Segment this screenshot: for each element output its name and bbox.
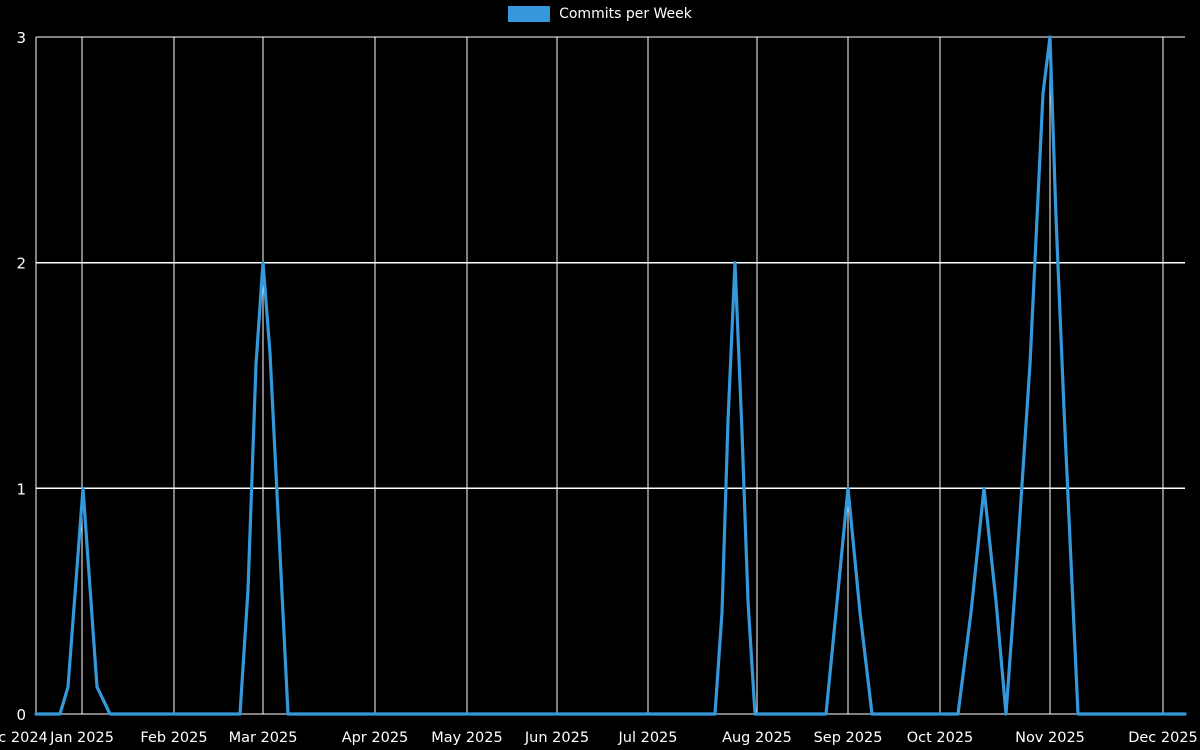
x-tick-label: Oct 2025: [907, 730, 974, 746]
x-tick-label: Jun 2025: [524, 730, 589, 746]
x-tick-label: Mar 2025: [229, 730, 298, 746]
y-tick-label: 0: [16, 706, 26, 724]
x-tick-label: Dec 2025: [1128, 730, 1198, 746]
x-tick-label: Aug 2025: [722, 730, 792, 746]
x-tick-label: Apr 2025: [342, 730, 409, 746]
y-tick-label: 3: [16, 29, 26, 47]
x-gridlines: [35, 37, 1164, 714]
x-tick-label: Sep 2025: [814, 730, 883, 746]
y-tick-label: 1: [16, 480, 26, 498]
x-tick-label: Feb 2025: [140, 730, 207, 746]
x-tick-label: May 2025: [431, 730, 503, 746]
y-axis-tick-labels: 0 1 2 3: [16, 29, 26, 724]
y-tick-label: 2: [16, 255, 26, 273]
x-tick-label: Dec 2024: [0, 730, 48, 746]
x-tick-label: Nov 2025: [1015, 730, 1085, 746]
x-tick-label: Jan 2025: [49, 730, 114, 746]
x-tick-label: Jul 2025: [617, 730, 677, 746]
series-line-commits-per-week: [34, 35, 1187, 716]
series-commits-per-week: [34, 35, 1187, 716]
